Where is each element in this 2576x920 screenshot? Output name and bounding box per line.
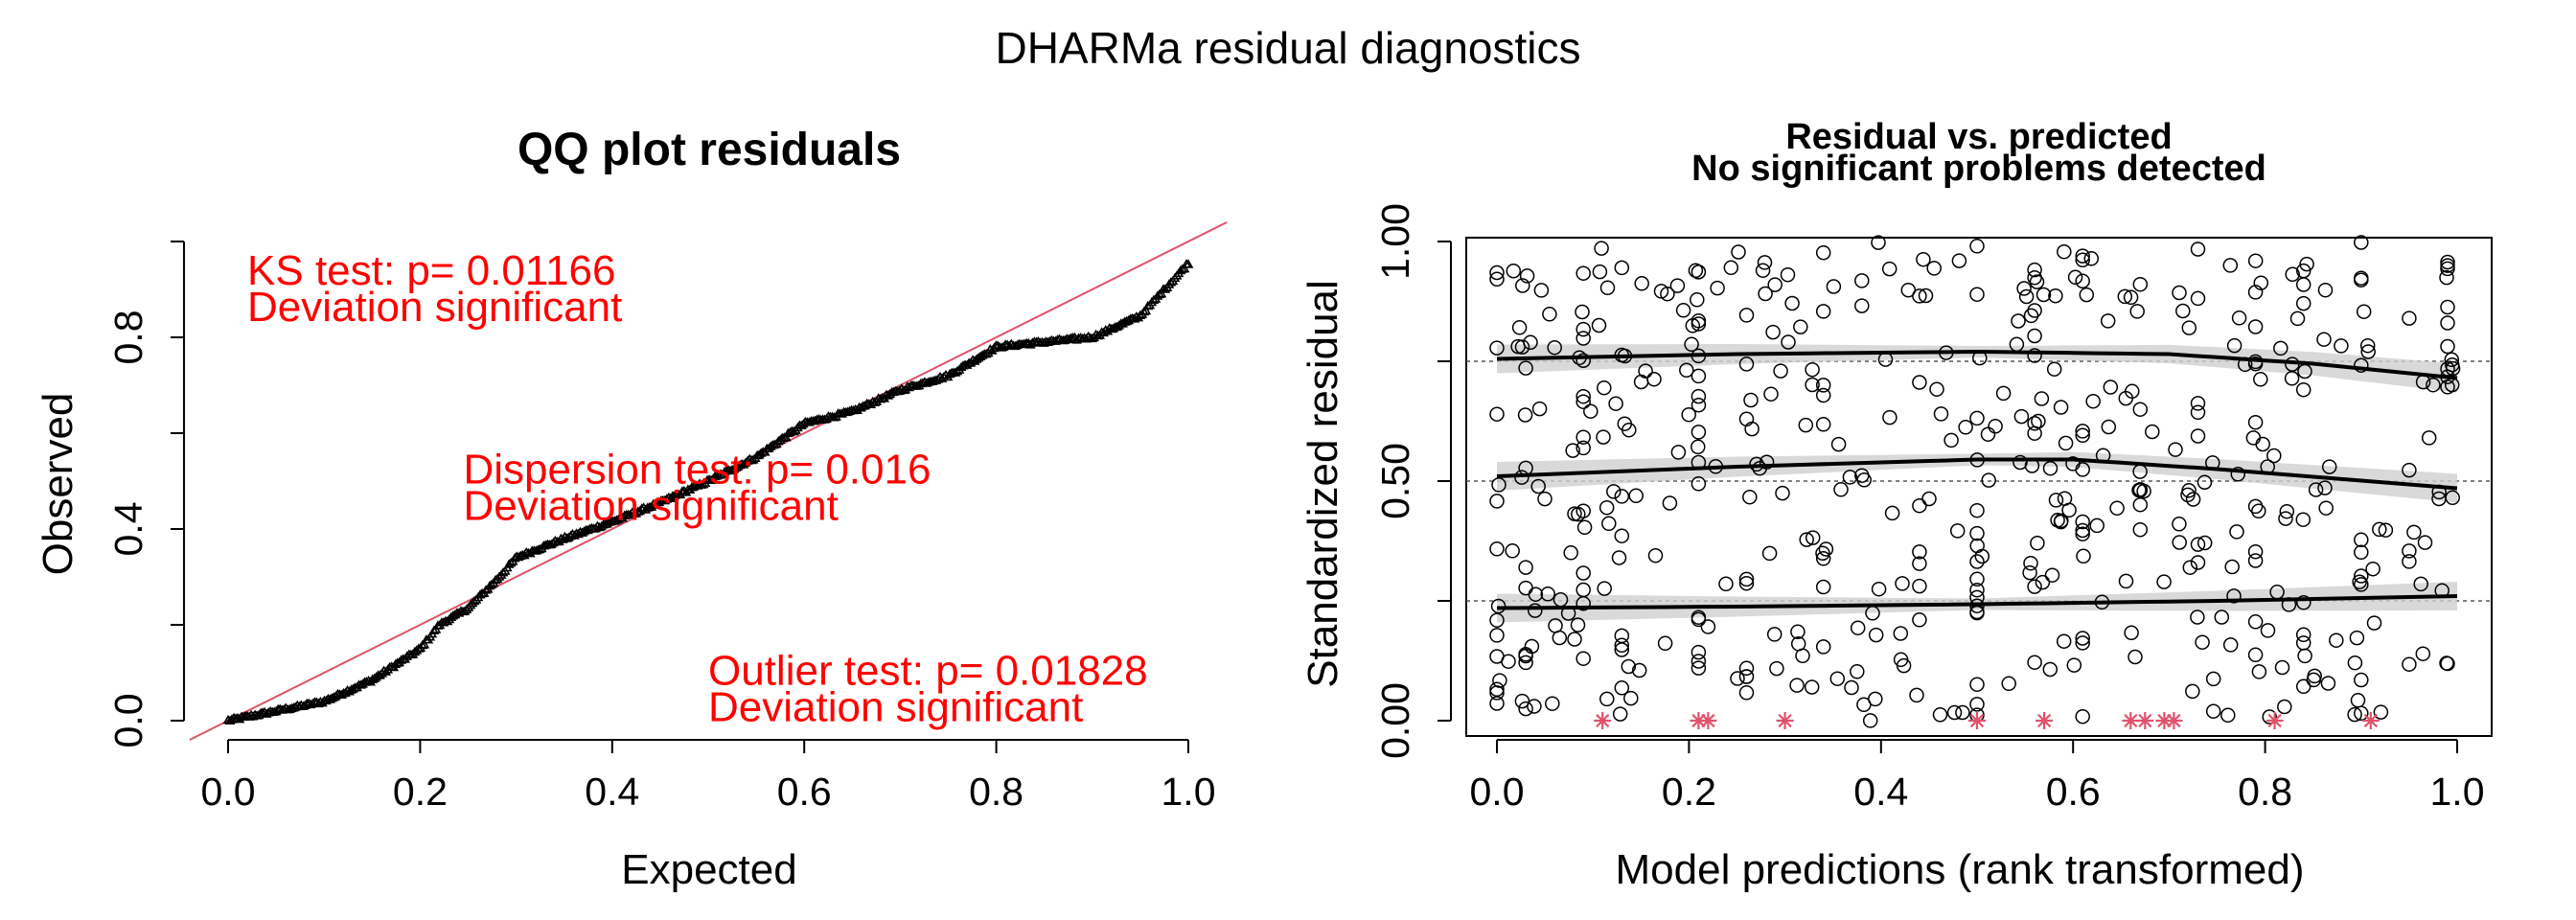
qq-plot-title: QQ plot residuals [518, 125, 901, 175]
qq-x-tick-label: 0.6 [777, 770, 832, 814]
quantile-fit-line [1496, 594, 2458, 610]
residual-y-axis-title: Standardized residual [1300, 280, 1346, 688]
residual-x-axis-title: Model predictions (rank transformed) [1616, 846, 2305, 893]
residual-points [1489, 235, 2461, 728]
residual-y-tick-label: 0.50 [1373, 443, 1417, 519]
residual-y-tick-label: 1.00 [1373, 203, 1417, 280]
quantile-fit-line [1496, 457, 2458, 491]
qq-annotation-result: Deviation significant [463, 483, 838, 530]
outlier-marker [2361, 712, 2380, 729]
quantile-confidence-band [1497, 582, 2457, 623]
outlier-marker [1968, 712, 1986, 729]
qq-y-tick-label: 0.0 [106, 694, 150, 748]
residual-x-tick-label: 0.6 [2046, 770, 2101, 814]
residual-y-tick-label: 0.00 [1373, 682, 1417, 759]
outlier-marker [1699, 712, 1717, 729]
qq-annotation-test: KS test: p= 0.01166 [247, 247, 615, 294]
qq-y-tick-label: 0.4 [106, 502, 150, 557]
residual-x-tick-label: 0.8 [2238, 770, 2292, 814]
qq-annotation-result: Deviation significant [247, 284, 622, 331]
qq-x-axis-title: Expected [621, 846, 796, 893]
figure-title: DHARMa residual diagnostics [995, 23, 1580, 73]
outlier-marker [1594, 712, 1612, 729]
residual-x-tick-label: 0.0 [1470, 770, 1525, 814]
outlier-marker [2266, 712, 2284, 729]
quantile-fit-line [1496, 349, 2458, 380]
outlier-marker [1776, 712, 1794, 729]
qq-annotation-result: Deviation significant [708, 684, 1083, 731]
outlier-marker [1690, 712, 1708, 729]
outlier-marker [2136, 712, 2154, 729]
qq-annotation-test: Outlier test: p= 0.01828 [708, 648, 1148, 695]
residual-vs-predicted-panel: Residual vs. predicted No significant pr… [1300, 117, 2493, 893]
qq-observed-points [222, 259, 1194, 724]
residual-plot-title: Residual vs. predicted [1785, 117, 2172, 157]
qq-y-axis-title: Observed [34, 393, 81, 576]
outlier-marker [2122, 712, 2140, 729]
qq-x-tick-label: 0.4 [585, 770, 639, 814]
outlier-marker [2165, 712, 2183, 729]
qq-x-tick-label: 0.8 [969, 770, 1024, 814]
qq-annotation-test: Dispersion test: p= 0.016 [463, 447, 931, 494]
residual-plot-box [1465, 237, 2493, 737]
residual-x-tick-label: 0.4 [1853, 770, 1908, 814]
qq-plot-panel: QQ plot residuals 0.0 0.2 0.4 0.6 0.8 1.0 0.0 0… [34, 125, 1228, 893]
qq-y-tick-label: 0.8 [106, 310, 150, 365]
outlier-marker [2155, 712, 2174, 729]
residual-x-tick-label: 0.2 [1662, 770, 1716, 814]
qq-x-tick-label: 0.0 [201, 770, 256, 814]
residual-plot-subtitle: No significant problems detected [1691, 149, 2266, 189]
residual-x-tick-label: 1.0 [2430, 770, 2485, 814]
qq-x-tick-label: 0.2 [393, 770, 448, 814]
outlier-marker [2036, 712, 2054, 729]
quantile-confidence-band [1497, 451, 2457, 503]
qq-x-tick-label: 1.0 [1162, 770, 1216, 814]
